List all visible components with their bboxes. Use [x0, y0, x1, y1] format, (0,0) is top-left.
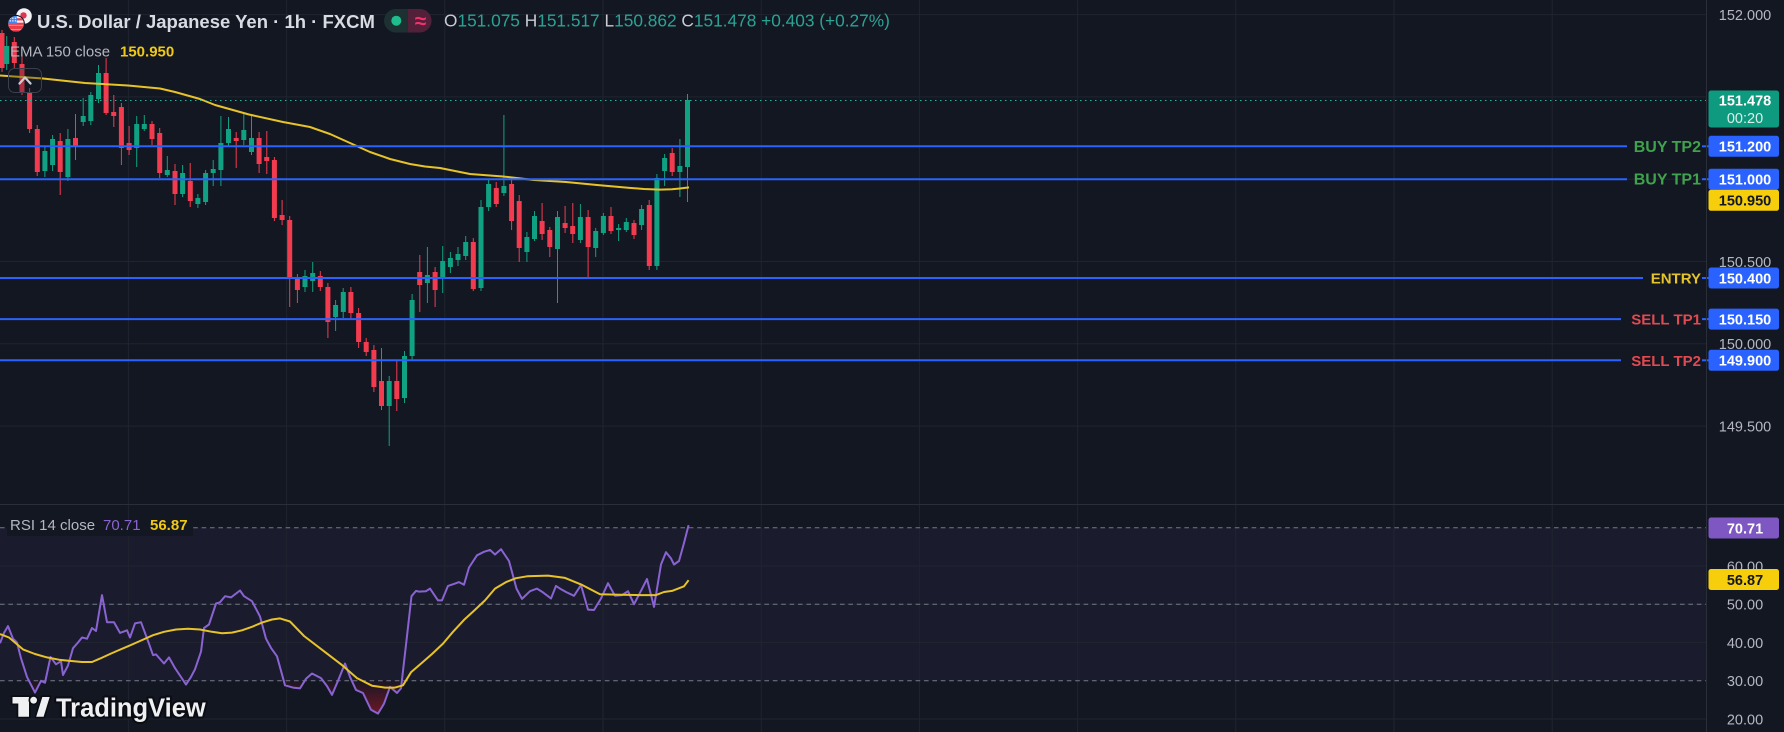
svg-text:56.87: 56.87	[150, 517, 188, 534]
svg-text:150.950: 150.950	[120, 44, 174, 61]
svg-text:EMA 150 close: EMA 150 close	[10, 44, 110, 61]
svg-text:BUY TP2: BUY TP2	[1634, 139, 1701, 156]
svg-text:150.400: 150.400	[1719, 271, 1771, 287]
svg-text:50.00: 50.00	[1727, 598, 1763, 614]
svg-text:RSI 14 close: RSI 14 close	[10, 517, 95, 534]
svg-text:150.950: 150.950	[1719, 194, 1771, 210]
svg-text:152.000: 152.000	[1719, 8, 1771, 24]
svg-text:30.00: 30.00	[1727, 674, 1763, 690]
svg-text:ENTRY: ENTRY	[1651, 271, 1701, 288]
svg-text:TradingView: TradingView	[56, 695, 206, 723]
svg-text:151.478: 151.478	[1719, 93, 1771, 109]
svg-text:00:20: 00:20	[1727, 111, 1763, 127]
svg-text:150.000: 150.000	[1719, 337, 1771, 353]
svg-text:150.150: 150.150	[1719, 312, 1771, 328]
svg-text:≈: ≈	[415, 10, 427, 33]
svg-text:56.87: 56.87	[1727, 573, 1763, 589]
svg-text:149.900: 149.900	[1719, 354, 1771, 370]
svg-text:70.71: 70.71	[1727, 521, 1763, 537]
svg-text:SELL TP2: SELL TP2	[1631, 353, 1701, 370]
svg-text:BUY TP1: BUY TP1	[1634, 172, 1701, 189]
svg-text:151.200: 151.200	[1719, 140, 1771, 156]
svg-text:150.500: 150.500	[1719, 255, 1771, 271]
svg-text:149.500: 149.500	[1719, 419, 1771, 435]
svg-text:O151.075 H151.517 L150.862 C15: O151.075 H151.517 L150.862 C151.478 +0.4…	[444, 11, 890, 31]
svg-text:151.000: 151.000	[1719, 173, 1771, 189]
svg-text:70.71: 70.71	[103, 517, 141, 534]
svg-text:SELL TP1: SELL TP1	[1631, 312, 1701, 329]
svg-text:U.S. Dollar / Japanese Yen ·: U.S. Dollar / Japanese Yen · 1h · FXCM	[37, 11, 375, 32]
svg-text:20.00: 20.00	[1727, 712, 1763, 728]
svg-text:40.00: 40.00	[1727, 636, 1763, 652]
